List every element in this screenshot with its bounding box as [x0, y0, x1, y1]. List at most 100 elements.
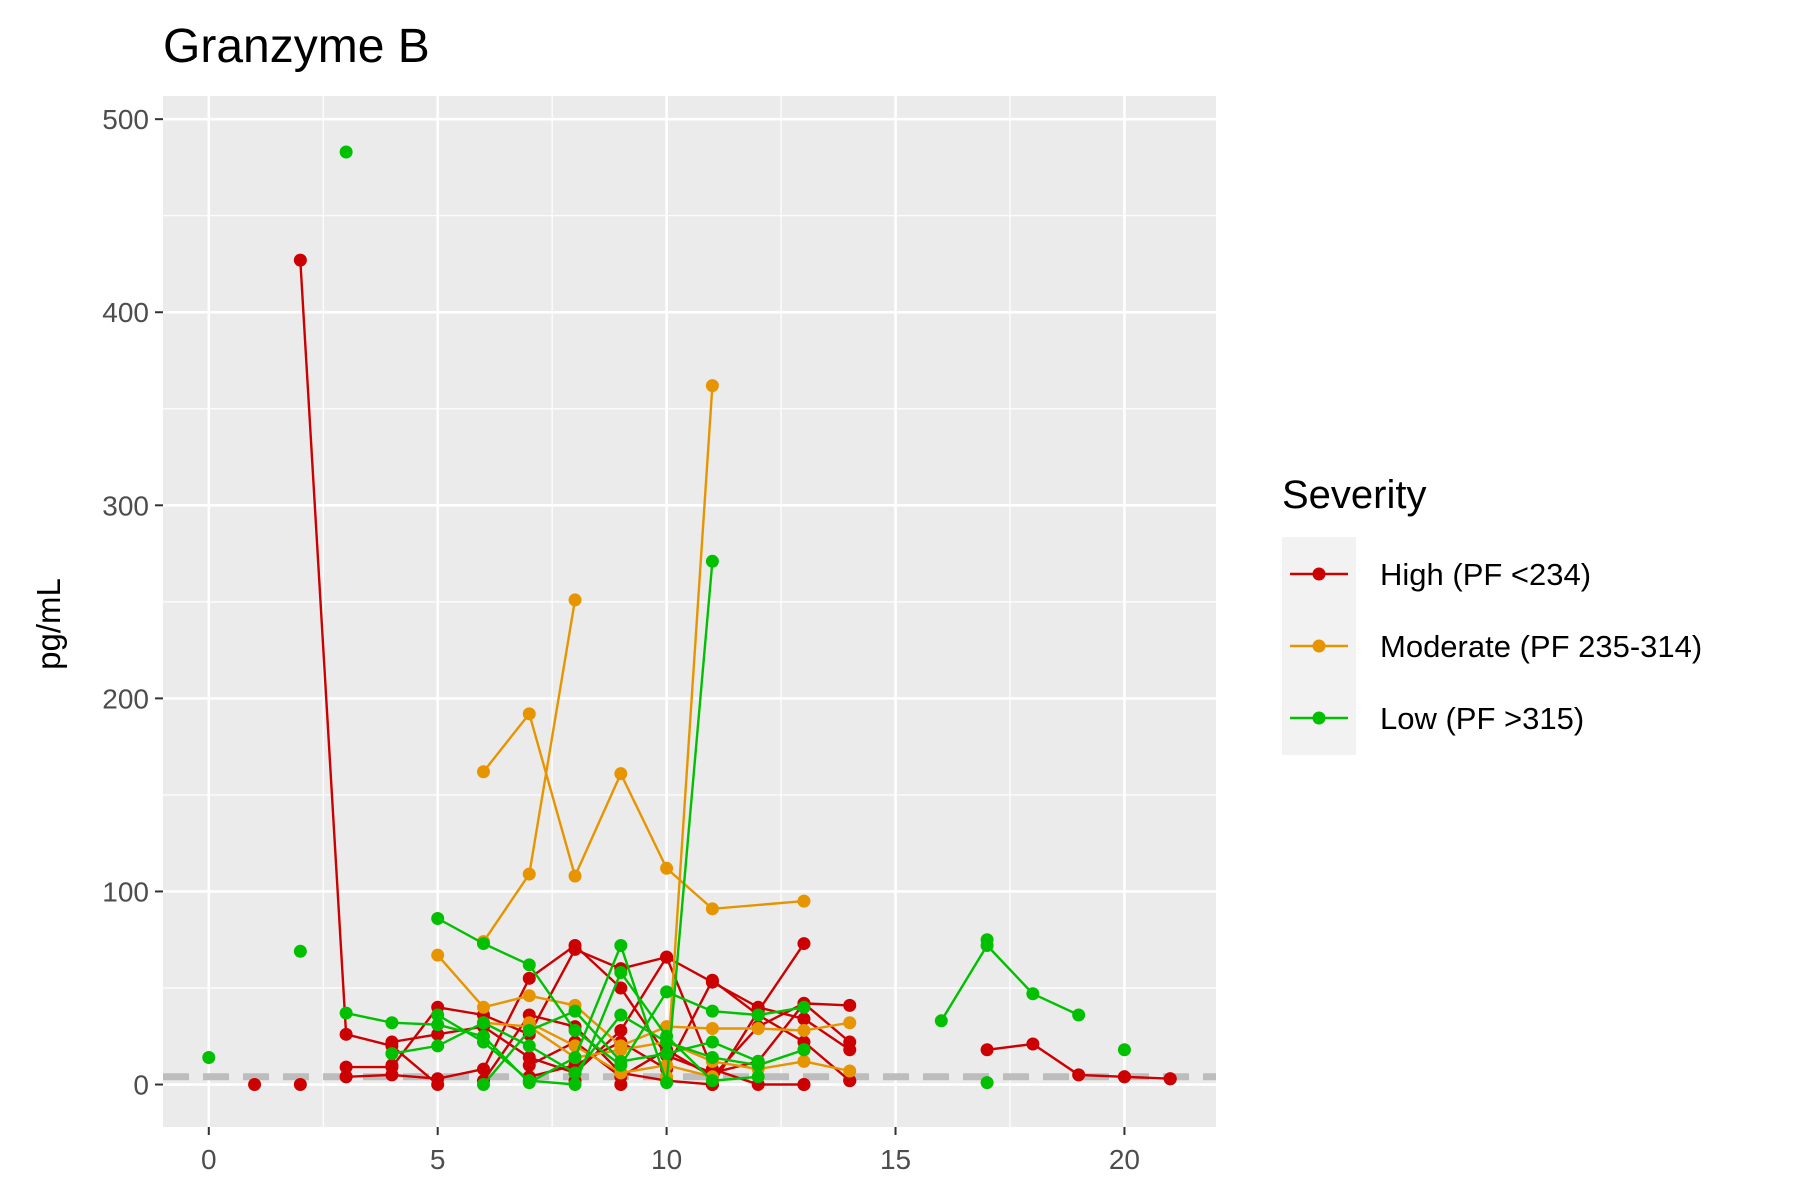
data-point — [614, 767, 627, 780]
data-point — [569, 1051, 582, 1064]
x-tick-label: 0 — [201, 1144, 217, 1175]
y-tick-label: 200 — [102, 683, 149, 714]
data-point — [523, 972, 536, 985]
data-point — [706, 555, 719, 568]
data-point — [385, 1036, 398, 1049]
data-point — [477, 765, 490, 778]
data-point — [706, 1005, 719, 1018]
legend-title: Severity — [1282, 473, 1427, 517]
data-point — [843, 1065, 856, 1078]
data-point — [706, 1051, 719, 1064]
data-point — [569, 939, 582, 952]
x-tick-label: 5 — [430, 1144, 446, 1175]
data-point — [523, 1059, 536, 1072]
data-point — [1118, 1070, 1131, 1083]
x-tick-label: 20 — [1109, 1144, 1140, 1175]
data-point — [797, 1012, 810, 1025]
legend-label: Low (PF >315) — [1380, 701, 1584, 736]
data-point — [431, 912, 444, 925]
legend-key-dot — [1313, 712, 1326, 725]
x-tick-label: 15 — [880, 1144, 911, 1175]
data-point — [1026, 1037, 1039, 1050]
data-point — [752, 1009, 765, 1022]
legend-key-dot — [1313, 568, 1326, 581]
legend-label: Moderate (PF 235-314) — [1380, 629, 1702, 664]
data-point — [843, 1016, 856, 1029]
y-axis-title: pg/mL — [30, 578, 67, 670]
data-point — [614, 1078, 627, 1091]
data-point — [431, 1009, 444, 1022]
data-point — [614, 966, 627, 979]
y-tick-label: 0 — [133, 1070, 149, 1101]
data-point — [569, 870, 582, 883]
data-point — [981, 933, 994, 946]
y-tick-label: 100 — [102, 876, 149, 907]
data-point — [752, 1055, 765, 1068]
data-point — [569, 593, 582, 606]
data-point — [340, 145, 353, 158]
data-point — [614, 939, 627, 952]
data-point — [797, 1024, 810, 1037]
y-tick-label: 400 — [102, 297, 149, 328]
data-point — [797, 895, 810, 908]
data-point — [706, 1074, 719, 1087]
data-point — [752, 1022, 765, 1035]
data-point — [706, 902, 719, 915]
data-point — [523, 989, 536, 1002]
data-point — [569, 1078, 582, 1091]
y-tick-label: 300 — [102, 490, 149, 521]
data-point — [523, 707, 536, 720]
data-point — [660, 862, 673, 875]
data-point — [569, 1005, 582, 1018]
data-point — [935, 1014, 948, 1027]
data-point — [477, 1078, 490, 1091]
data-point — [523, 868, 536, 881]
data-point — [294, 254, 307, 267]
data-point — [981, 1043, 994, 1056]
data-point — [431, 949, 444, 962]
data-point — [248, 1078, 261, 1091]
data-point — [797, 1043, 810, 1056]
data-point — [477, 937, 490, 950]
legend-key-dot — [1313, 640, 1326, 653]
y-axis-title-group: pg/mL — [30, 578, 67, 670]
data-point — [523, 1074, 536, 1087]
data-point — [981, 1076, 994, 1089]
data-point — [614, 1055, 627, 1068]
data-point — [1072, 1068, 1085, 1081]
data-point — [706, 974, 719, 987]
data-point — [294, 1078, 307, 1091]
data-point — [706, 1036, 719, 1049]
data-point — [477, 1016, 490, 1029]
data-point — [1026, 987, 1039, 1000]
data-point — [523, 958, 536, 971]
x-tick-label: 10 — [651, 1144, 682, 1175]
data-point — [614, 1024, 627, 1037]
data-point — [523, 1024, 536, 1037]
data-point — [843, 999, 856, 1012]
data-point — [340, 1007, 353, 1020]
chart-title: Granzyme B — [163, 20, 430, 73]
data-point — [523, 1039, 536, 1052]
data-point — [294, 945, 307, 958]
data-point — [569, 1024, 582, 1037]
data-point — [1072, 1009, 1085, 1022]
data-point — [706, 1022, 719, 1035]
data-point — [797, 1001, 810, 1014]
data-point — [1118, 1043, 1131, 1056]
data-point — [340, 1070, 353, 1083]
data-point — [477, 1001, 490, 1014]
data-point — [385, 1047, 398, 1060]
data-point — [477, 1036, 490, 1049]
data-point — [660, 1076, 673, 1089]
data-point — [431, 1039, 444, 1052]
data-point — [202, 1051, 215, 1064]
data-point — [706, 379, 719, 392]
data-point — [340, 1028, 353, 1041]
data-point — [752, 1070, 765, 1083]
data-point — [660, 985, 673, 998]
legend: Severity High (PF <234) Moderate (PF 235-… — [1282, 473, 1702, 755]
data-point — [797, 1055, 810, 1068]
data-point — [431, 1072, 444, 1085]
